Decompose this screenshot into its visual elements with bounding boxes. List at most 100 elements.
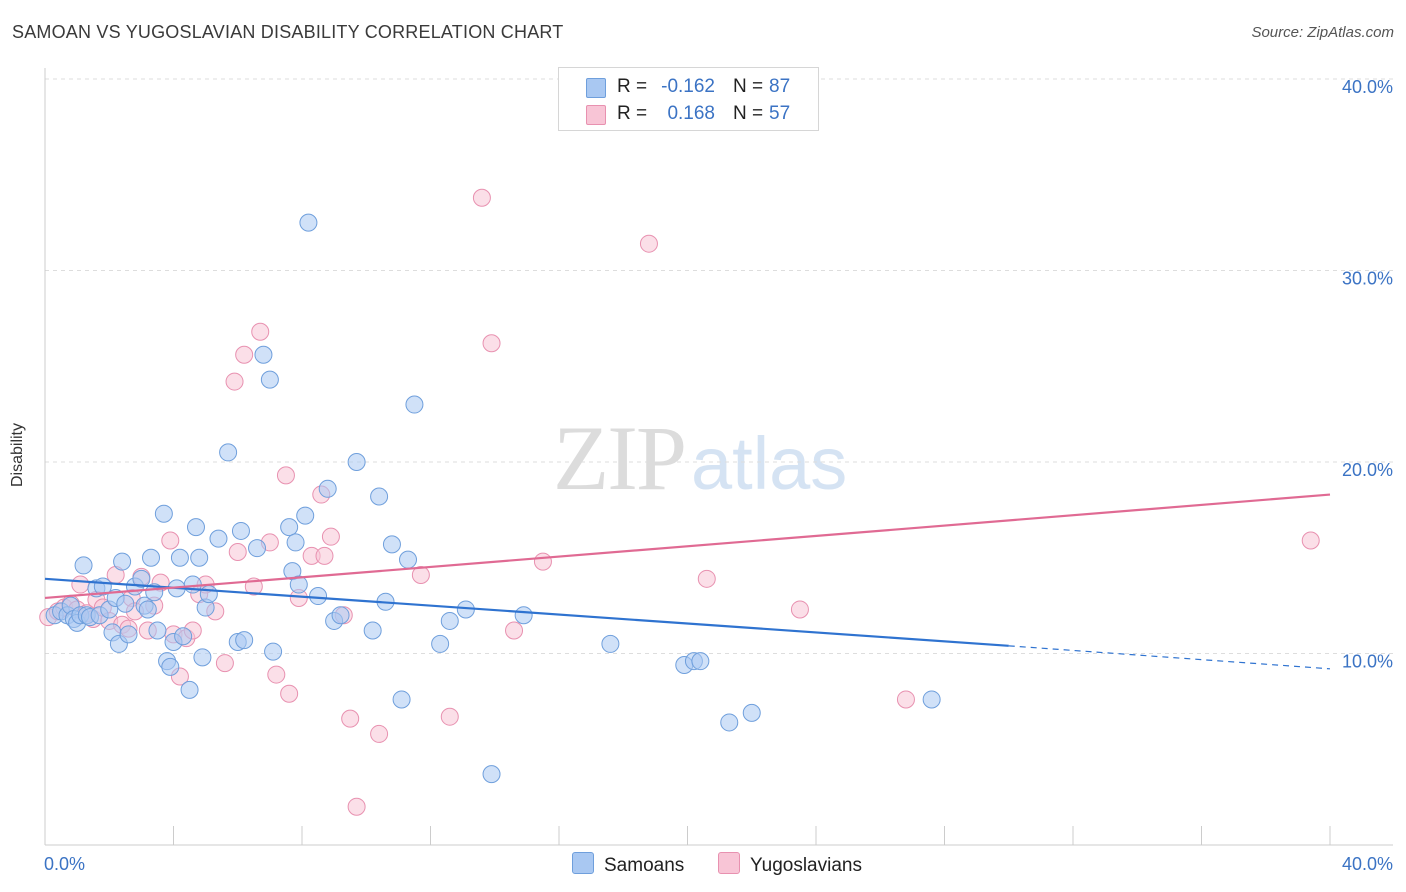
- legend-row-yugoslavians: R = 0.168 N = 57: [559, 100, 818, 127]
- r-value: 0.168: [667, 103, 715, 124]
- yugoslavian-point: [1301, 531, 1320, 550]
- source-label: Source: ZipAtlas.com: [1251, 24, 1394, 41]
- yugoslavian-point: [215, 654, 234, 673]
- y-tick-label: 30.0%: [1342, 269, 1393, 289]
- samoan-point: [119, 625, 138, 644]
- y-tick-label: 10.0%: [1342, 652, 1393, 672]
- samoan-point: [299, 213, 318, 232]
- x-tick-label: 0.0%: [44, 854, 85, 874]
- samoan-point: [260, 370, 279, 389]
- samoan-point: [482, 765, 501, 784]
- n-label: N =: [733, 103, 764, 124]
- yugoslavian-point: [276, 466, 295, 485]
- y-tick-label: 20.0%: [1342, 460, 1393, 480]
- samoan-point: [347, 453, 366, 471]
- samoan-point: [922, 690, 941, 709]
- yugoslavian-point: [71, 575, 90, 594]
- samoans-points: [45, 213, 941, 784]
- samoan-point: [318, 479, 337, 498]
- samoan-point: [199, 585, 218, 604]
- yugoslavian-point: [341, 709, 360, 728]
- watermark-atlas: atlas: [691, 422, 848, 505]
- trend-lines: [44, 493, 1331, 670]
- samoan-point: [286, 533, 305, 552]
- samoan-point: [231, 521, 250, 540]
- tick-labels: 10.0% 20.0% 30.0% 40.0% 0.0% 40.0%: [44, 77, 1393, 874]
- yugoslavian-point: [411, 565, 430, 584]
- samoan-point: [180, 680, 199, 699]
- samoan-point: [74, 556, 93, 575]
- n-value: 87: [769, 76, 791, 97]
- samoan-point: [190, 548, 209, 567]
- samoan-point: [170, 548, 189, 567]
- samoan-point: [309, 587, 328, 606]
- samoan-point: [161, 657, 180, 676]
- yugoslavian-point: [505, 621, 524, 640]
- y-tick-label: 40.0%: [1342, 77, 1393, 97]
- legend-label: Yugoslavians: [750, 855, 862, 876]
- yugoslavian-point: [472, 188, 491, 207]
- samoan-point: [116, 594, 135, 613]
- samoan-point: [264, 642, 283, 661]
- yugoslavian-point: [267, 665, 286, 684]
- x-tick-label: 40.0%: [1342, 854, 1393, 874]
- samoan-point: [363, 621, 382, 640]
- chart-title: SAMOAN VS YUGOSLAVIAN DISABILITY CORRELA…: [12, 22, 564, 42]
- yugoslavian-point: [482, 334, 501, 353]
- n-value: 57: [769, 103, 791, 124]
- samoan-point: [138, 600, 157, 619]
- legend-label: Samoans: [604, 855, 685, 876]
- yugoslavians-swatch: [718, 852, 740, 874]
- samoan-point: [174, 627, 193, 646]
- samoan-point: [405, 395, 424, 414]
- yugoslavian-point: [790, 600, 809, 619]
- samoan-point: [601, 634, 620, 653]
- legend-item-yugoslavians: Yugoslavians: [718, 852, 862, 877]
- samoans-swatch: [572, 852, 594, 874]
- n-label: N =: [733, 76, 764, 97]
- yugoslavian-point: [225, 372, 244, 391]
- samoan-point: [382, 535, 401, 554]
- samoans-swatch: [586, 78, 606, 98]
- samoans-trend-line: [44, 577, 1009, 647]
- axes: [44, 68, 1393, 846]
- samoan-point: [392, 690, 411, 709]
- yugoslavian-point: [251, 322, 270, 341]
- samoan-point: [132, 569, 151, 588]
- samoan-point: [399, 550, 418, 569]
- samoan-point: [186, 518, 205, 537]
- samoan-point: [691, 652, 710, 671]
- yugoslavian-point: [440, 707, 459, 726]
- yugoslavian-point: [235, 345, 254, 364]
- watermark-zip: ZIP: [553, 407, 687, 509]
- yugoslavian-point: [347, 797, 366, 816]
- yugoslavians-points: [39, 188, 1320, 816]
- yugoslavian-point: [161, 531, 180, 550]
- samoan-point: [142, 548, 161, 567]
- samoan-point: [742, 703, 761, 722]
- r-label: R =: [617, 103, 648, 124]
- yugoslavian-point: [533, 552, 552, 571]
- samoan-point: [148, 621, 167, 640]
- r-label: R =: [617, 76, 648, 97]
- samoan-point: [289, 575, 308, 594]
- samoan-point: [431, 634, 450, 653]
- watermark: ZIPatlas: [553, 405, 847, 511]
- samoan-point: [154, 504, 173, 523]
- grid-lines: [45, 78, 1393, 654]
- yugoslavian-point: [228, 543, 247, 562]
- yugoslavian-point: [321, 527, 340, 546]
- yugoslavians-trend-line: [44, 493, 1331, 600]
- legend-row-samoans: R = -0.162 N = 87: [559, 73, 818, 100]
- yugoslavian-point: [896, 690, 915, 709]
- samoan-point: [720, 713, 739, 732]
- samoan-point: [370, 487, 389, 506]
- yugoslavian-point: [639, 234, 658, 253]
- samoan-point: [209, 529, 228, 548]
- yugoslavian-point: [280, 684, 299, 703]
- yugoslavian-point: [370, 724, 389, 743]
- correlation-legend: R = -0.162 N = 87 R = 0.168 N = 57: [558, 67, 819, 131]
- yugoslavians-swatch: [586, 105, 606, 125]
- samoans-trend-extension: [1008, 645, 1331, 670]
